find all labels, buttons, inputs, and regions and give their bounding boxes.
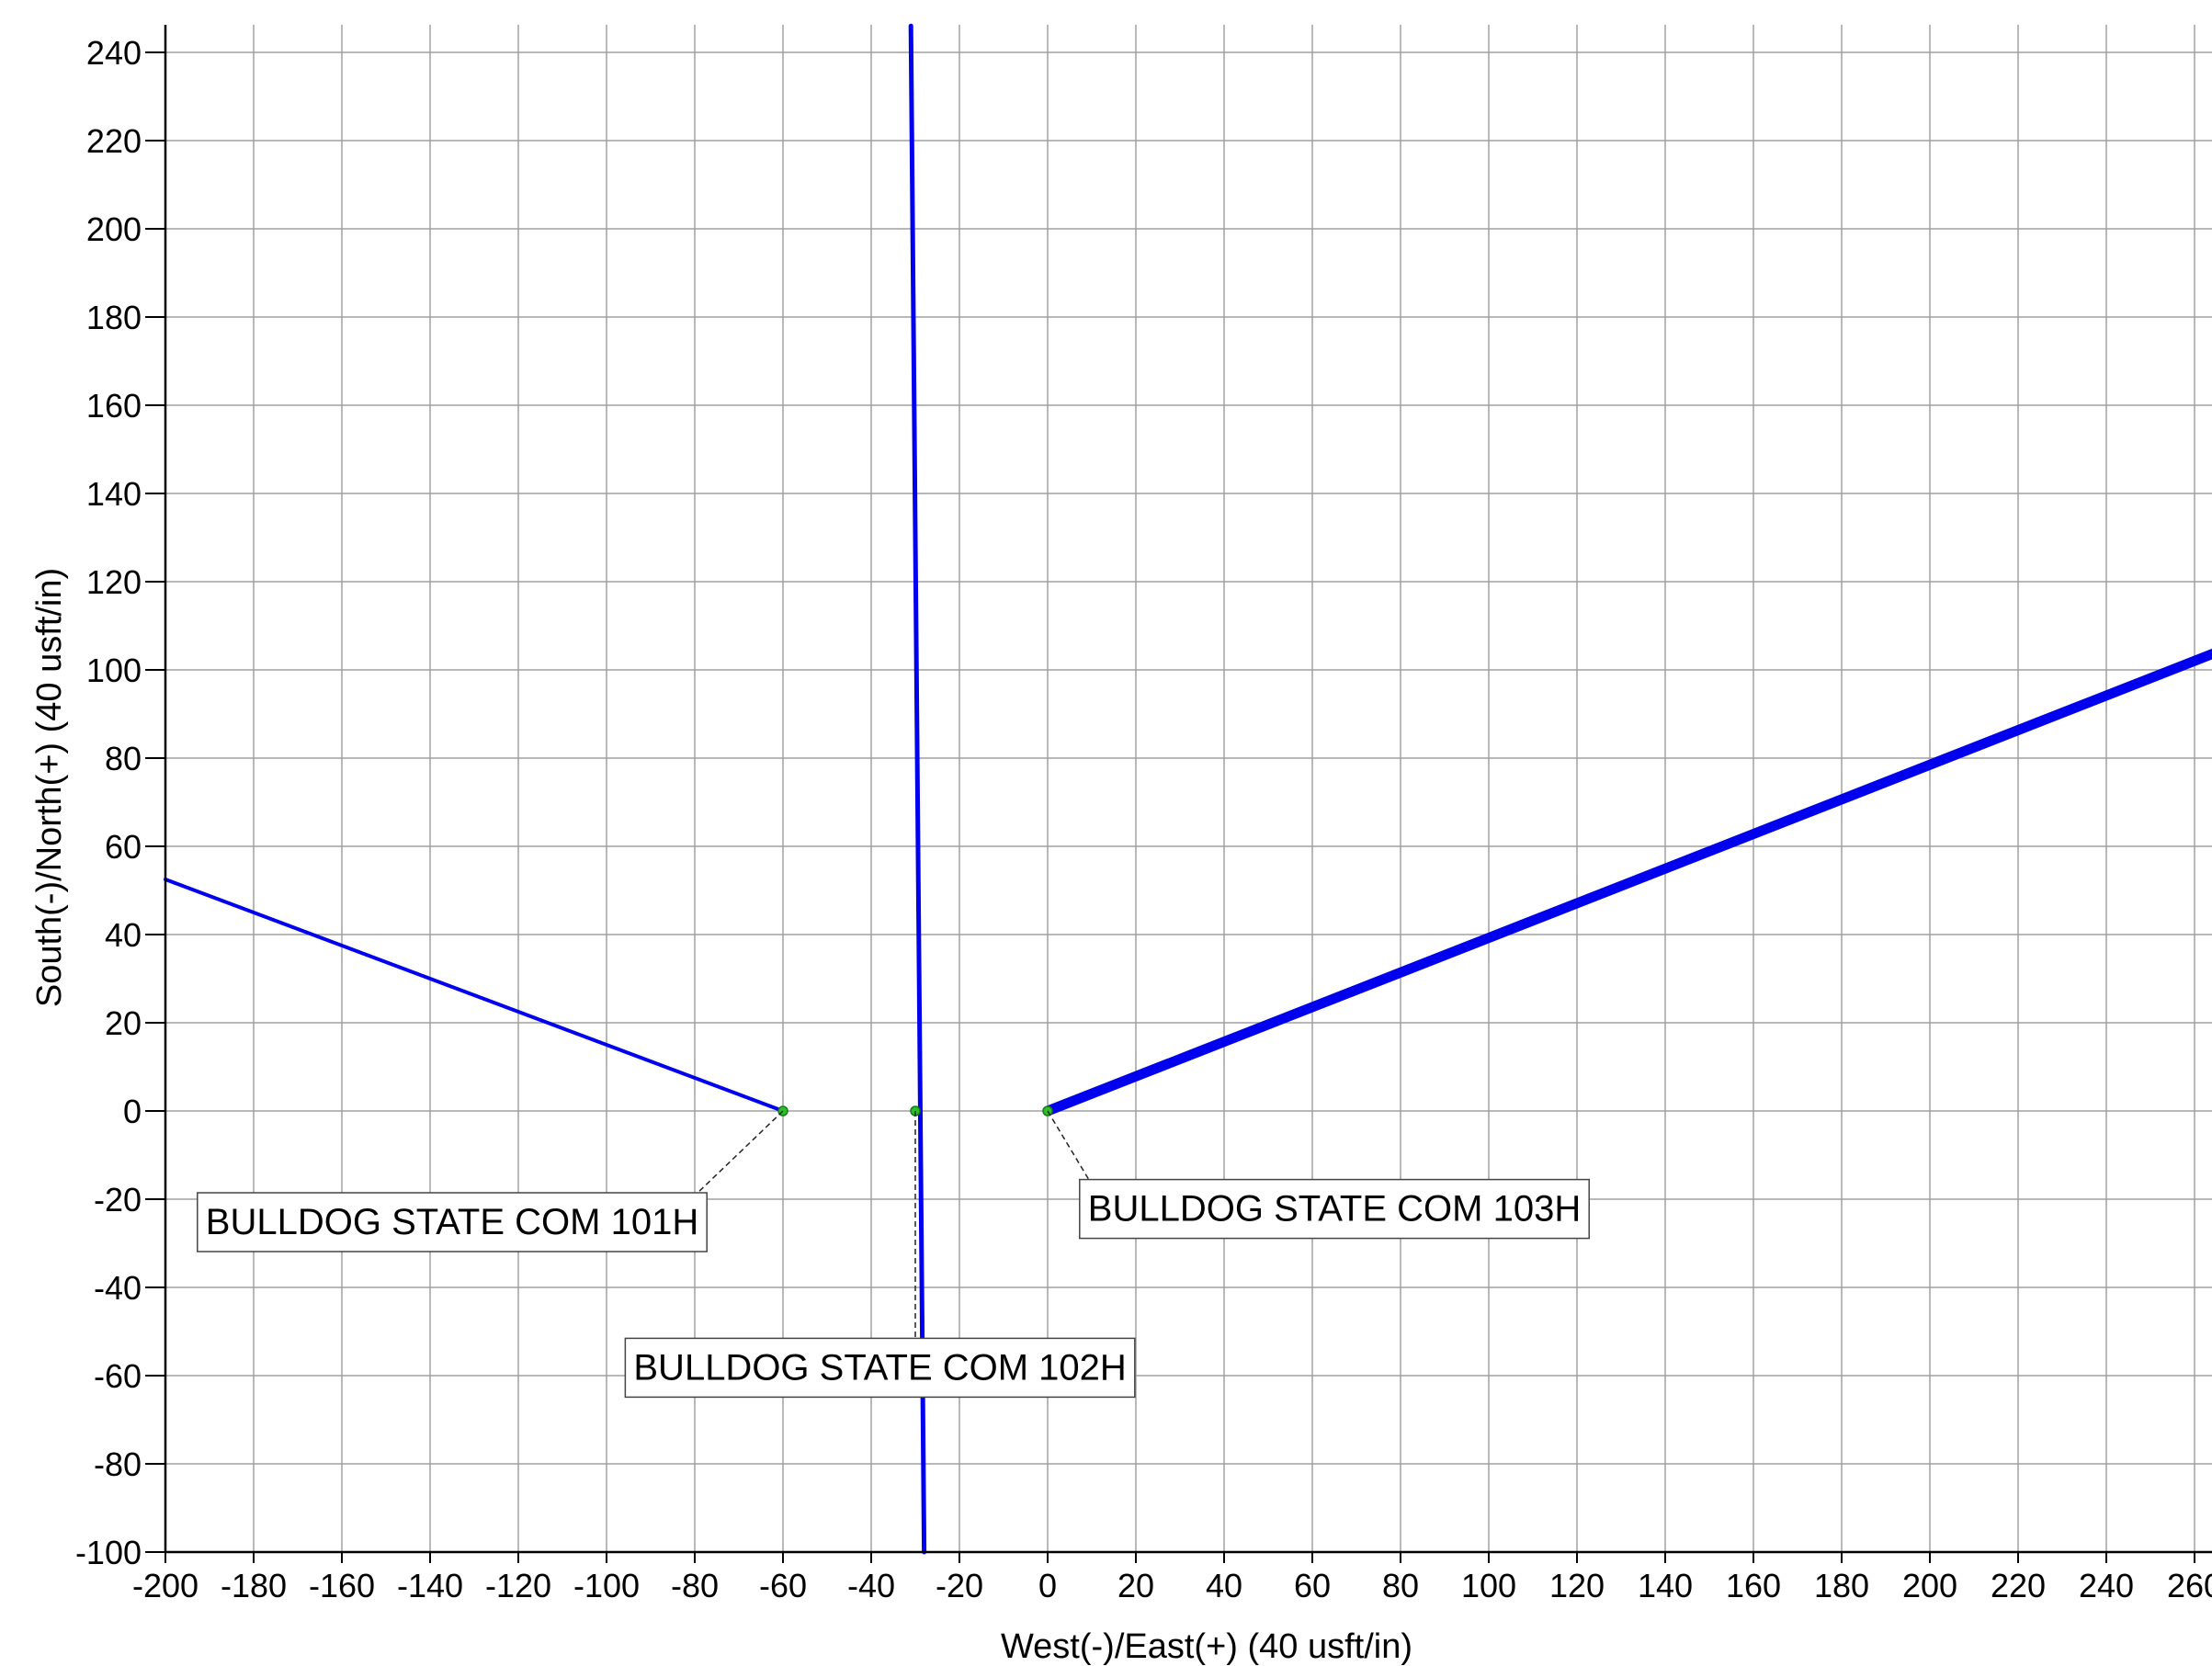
y-tick-label: 60 <box>105 828 142 866</box>
x-tick-label: 100 <box>1461 1567 1516 1604</box>
axes: -200 -180 -160 -140 -120 -100 -80 -60 -40 -20 0 20 4… <box>75 25 2212 1604</box>
x-tick-label: -120 <box>485 1567 551 1604</box>
well-label-box <box>197 1192 708 1252</box>
y-tick-label: -60 <box>94 1357 142 1395</box>
x-tick-label: 60 <box>1294 1567 1331 1604</box>
x-tick-label: -160 <box>309 1567 375 1604</box>
x-tick-label: 140 <box>1638 1567 1693 1604</box>
x-tick-label: -100 <box>573 1567 640 1604</box>
grid-lines <box>164 25 2212 1553</box>
well-path-line <box>908 23 927 1555</box>
y-tick-label: 80 <box>105 740 142 777</box>
x-tick-label: 260 <box>2167 1567 2212 1604</box>
well-label-text: BULLDOG STATE COM 101H <box>206 1202 698 1242</box>
y-tick-label: 120 <box>86 563 142 601</box>
annotation-leader-line <box>697 1110 784 1194</box>
y-tick-label: 20 <box>105 1004 142 1042</box>
well-label-box <box>1079 1178 1590 1240</box>
y-tick-label: 240 <box>86 34 142 72</box>
y-tick-label: -40 <box>94 1269 142 1307</box>
y-axis-title: South(-)/North(+) (40 usft/in) <box>30 568 69 1007</box>
x-tick-label: 20 <box>1117 1567 1154 1604</box>
well-paths <box>164 23 2212 1555</box>
y-tick-label: -100 <box>75 1534 142 1571</box>
well-path-line <box>1042 648 2212 1116</box>
x-tick-label: 80 <box>1382 1567 1419 1604</box>
x-tick-label: 240 <box>2079 1567 2134 1604</box>
x-tick-label: -180 <box>221 1567 287 1604</box>
x-tick-label: 180 <box>1814 1567 1869 1604</box>
x-tick-label: 220 <box>1991 1567 2046 1604</box>
well-annotations: BULLDOG STATE COM 101H BULLDOG STATE COM … <box>197 1110 1590 1399</box>
x-tick-label: -140 <box>397 1567 463 1604</box>
x-tick-label: 0 <box>1038 1567 1057 1604</box>
y-tick-label: -80 <box>94 1445 142 1483</box>
well-label-box <box>624 1337 1136 1399</box>
x-tick-label: -80 <box>671 1567 719 1604</box>
y-tick-label: 0 <box>123 1093 142 1130</box>
x-axis-title: West(-)/East(+) (40 usft/in) <box>1001 1627 1412 1666</box>
x-tick-label: -200 <box>132 1567 199 1604</box>
well-label-text: BULLDOG STATE COM 102H <box>633 1347 1126 1388</box>
y-tick-label: -20 <box>94 1181 142 1218</box>
x-tick-label: -60 <box>759 1567 807 1604</box>
y-tick-label: 140 <box>86 475 142 513</box>
x-tick-label: -40 <box>847 1567 895 1604</box>
x-tick-label: -20 <box>936 1567 983 1604</box>
well-path-line <box>164 878 785 1113</box>
y-tick-label: 40 <box>105 916 142 954</box>
x-tick-label: 40 <box>1206 1567 1242 1604</box>
y-tick-label: 200 <box>86 210 142 248</box>
well-label-text: BULLDOG STATE COM 103H <box>1088 1189 1581 1230</box>
annotation-leader-line <box>1047 1110 1090 1180</box>
y-tick-label: 100 <box>86 652 142 689</box>
y-tick-label: 220 <box>86 122 142 160</box>
x-tick-label: 120 <box>1549 1567 1605 1604</box>
y-tick-label: 180 <box>86 299 142 336</box>
x-tick-label: 160 <box>1726 1567 1781 1604</box>
x-tick-label: 200 <box>1902 1567 1957 1604</box>
y-tick-label: 160 <box>86 387 142 425</box>
